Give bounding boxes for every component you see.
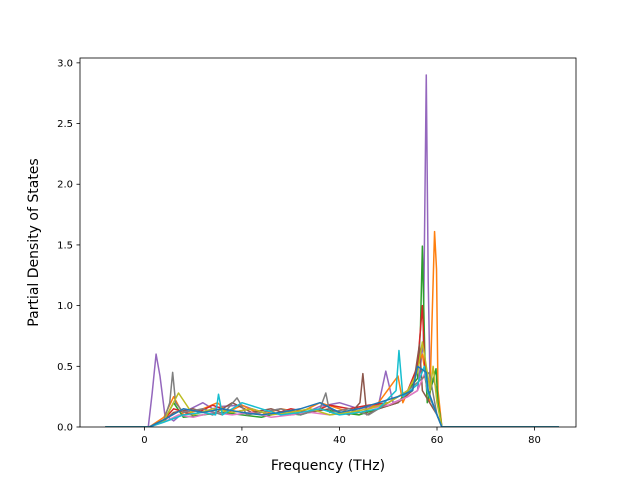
x-axis-label: Frequency (THz)	[271, 458, 385, 474]
x-tick-label: 0	[141, 435, 147, 446]
series-line-8	[105, 341, 559, 427]
x-tick-label: 20	[236, 435, 249, 446]
plot-area	[105, 74, 559, 427]
y-tick-label: 3.0	[57, 58, 73, 69]
x-axis: 0 20 40 60 80	[141, 427, 541, 446]
y-tick-label: 1.5	[57, 240, 73, 251]
y-tick-label: 2.0	[57, 180, 73, 191]
x-tick-label: 60	[431, 435, 444, 446]
x-tick-label: 40	[333, 435, 346, 446]
axes-frame	[79, 57, 577, 428]
y-tick-label: 0.0	[57, 423, 73, 434]
y-tick-label: 1.0	[57, 301, 73, 312]
y-tick-label: 2.5	[57, 119, 73, 130]
y-tick-label: 0.5	[57, 362, 73, 373]
y-axis-label: Partial Density of States	[26, 158, 42, 326]
x-tick-label: 80	[528, 435, 541, 446]
series-line-10	[105, 365, 559, 427]
y-axis: 0.0 0.5 1.0 1.5 2.0 2.5 3.0	[57, 58, 80, 434]
